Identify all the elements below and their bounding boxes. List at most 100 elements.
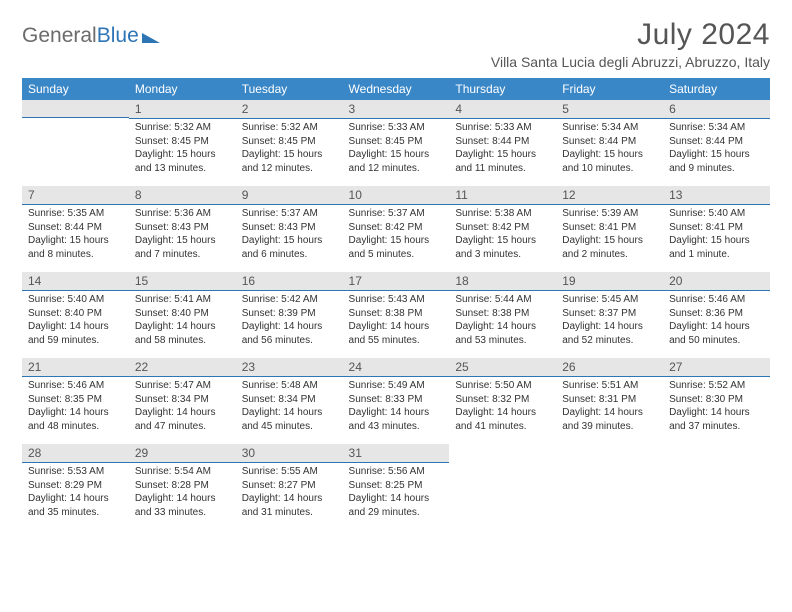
sunset-text: Sunset: 8:36 PM: [669, 307, 764, 321]
day-details: Sunrise: 5:41 AMSunset: 8:40 PMDaylight:…: [129, 291, 236, 351]
daylight-text: Daylight: 15 hours and 7 minutes.: [135, 234, 230, 261]
daylight-text: Daylight: 15 hours and 12 minutes.: [242, 148, 337, 175]
daylight-text: Daylight: 15 hours and 10 minutes.: [562, 148, 657, 175]
calendar-cell: 28Sunrise: 5:53 AMSunset: 8:29 PMDayligh…: [22, 444, 129, 530]
sunrise-text: Sunrise: 5:32 AM: [135, 121, 230, 135]
sunset-text: Sunset: 8:30 PM: [669, 393, 764, 407]
sunset-text: Sunset: 8:44 PM: [669, 135, 764, 149]
logo-triangle-icon: [142, 33, 160, 43]
day-details: Sunrise: 5:34 AMSunset: 8:44 PMDaylight:…: [663, 119, 770, 179]
daylight-text: Daylight: 14 hours and 37 minutes.: [669, 406, 764, 433]
sunset-text: Sunset: 8:44 PM: [562, 135, 657, 149]
sunrise-text: Sunrise: 5:36 AM: [135, 207, 230, 221]
sunset-text: Sunset: 8:41 PM: [562, 221, 657, 235]
weekday-header: Wednesday: [343, 78, 450, 100]
sunset-text: Sunset: 8:28 PM: [135, 479, 230, 493]
sunrise-text: Sunrise: 5:48 AM: [242, 379, 337, 393]
day-details: Sunrise: 5:34 AMSunset: 8:44 PMDaylight:…: [556, 119, 663, 179]
sunrise-text: Sunrise: 5:51 AM: [562, 379, 657, 393]
sunset-text: Sunset: 8:44 PM: [455, 135, 550, 149]
daylight-text: Daylight: 14 hours and 47 minutes.: [135, 406, 230, 433]
calendar-cell: 24Sunrise: 5:49 AMSunset: 8:33 PMDayligh…: [343, 358, 450, 444]
sunset-text: Sunset: 8:40 PM: [28, 307, 123, 321]
day-details: Sunrise: 5:37 AMSunset: 8:42 PMDaylight:…: [343, 205, 450, 265]
daylight-text: Daylight: 14 hours and 58 minutes.: [135, 320, 230, 347]
sunrise-text: Sunrise: 5:38 AM: [455, 207, 550, 221]
day-details: Sunrise: 5:39 AMSunset: 8:41 PMDaylight:…: [556, 205, 663, 265]
calendar-cell: 23Sunrise: 5:48 AMSunset: 8:34 PMDayligh…: [236, 358, 343, 444]
sunset-text: Sunset: 8:27 PM: [242, 479, 337, 493]
day-details: Sunrise: 5:33 AMSunset: 8:44 PMDaylight:…: [449, 119, 556, 179]
calendar-cell: [449, 444, 556, 530]
month-title: July 2024: [491, 18, 770, 52]
sunrise-text: Sunrise: 5:42 AM: [242, 293, 337, 307]
day-details: Sunrise: 5:46 AMSunset: 8:36 PMDaylight:…: [663, 291, 770, 351]
calendar-cell: 13Sunrise: 5:40 AMSunset: 8:41 PMDayligh…: [663, 186, 770, 272]
day-number: 28: [22, 444, 129, 463]
sunset-text: Sunset: 8:34 PM: [242, 393, 337, 407]
day-details: Sunrise: 5:47 AMSunset: 8:34 PMDaylight:…: [129, 377, 236, 437]
day-details: Sunrise: 5:40 AMSunset: 8:40 PMDaylight:…: [22, 291, 129, 351]
calendar-table: Sunday Monday Tuesday Wednesday Thursday…: [22, 78, 770, 530]
sunrise-text: Sunrise: 5:52 AM: [669, 379, 764, 393]
day-details: Sunrise: 5:55 AMSunset: 8:27 PMDaylight:…: [236, 463, 343, 523]
daylight-text: Daylight: 14 hours and 45 minutes.: [242, 406, 337, 433]
day-number: 4: [449, 100, 556, 119]
calendar-cell: 4Sunrise: 5:33 AMSunset: 8:44 PMDaylight…: [449, 100, 556, 186]
daylight-text: Daylight: 15 hours and 13 minutes.: [135, 148, 230, 175]
day-details: Sunrise: 5:35 AMSunset: 8:44 PMDaylight:…: [22, 205, 129, 265]
daylight-text: Daylight: 14 hours and 56 minutes.: [242, 320, 337, 347]
logo-word2: Blue: [97, 24, 139, 47]
day-number: 20: [663, 272, 770, 291]
sunrise-text: Sunrise: 5:32 AM: [242, 121, 337, 135]
daylight-text: Daylight: 15 hours and 5 minutes.: [349, 234, 444, 261]
daylight-text: Daylight: 15 hours and 9 minutes.: [669, 148, 764, 175]
daylight-text: Daylight: 15 hours and 12 minutes.: [349, 148, 444, 175]
daylight-text: Daylight: 15 hours and 1 minute.: [669, 234, 764, 261]
sunrise-text: Sunrise: 5:45 AM: [562, 293, 657, 307]
day-details: Sunrise: 5:51 AMSunset: 8:31 PMDaylight:…: [556, 377, 663, 437]
title-block: July 2024 Villa Santa Lucia degli Abruzz…: [491, 18, 770, 70]
sunset-text: Sunset: 8:40 PM: [135, 307, 230, 321]
day-number: 19: [556, 272, 663, 291]
daylight-text: Daylight: 15 hours and 8 minutes.: [28, 234, 123, 261]
location-subtitle: Villa Santa Lucia degli Abruzzi, Abruzzo…: [491, 54, 770, 70]
calendar-cell: 21Sunrise: 5:46 AMSunset: 8:35 PMDayligh…: [22, 358, 129, 444]
calendar-week-row: 14Sunrise: 5:40 AMSunset: 8:40 PMDayligh…: [22, 272, 770, 358]
sunrise-text: Sunrise: 5:33 AM: [349, 121, 444, 135]
page-header: GeneralBlue July 2024 Villa Santa Lucia …: [22, 18, 770, 70]
sunrise-text: Sunrise: 5:49 AM: [349, 379, 444, 393]
sunset-text: Sunset: 8:38 PM: [455, 307, 550, 321]
sunrise-text: Sunrise: 5:46 AM: [669, 293, 764, 307]
sunset-text: Sunset: 8:29 PM: [28, 479, 123, 493]
daylight-text: Daylight: 14 hours and 35 minutes.: [28, 492, 123, 519]
day-number: 5: [556, 100, 663, 119]
calendar-cell: 7Sunrise: 5:35 AMSunset: 8:44 PMDaylight…: [22, 186, 129, 272]
calendar-cell: 29Sunrise: 5:54 AMSunset: 8:28 PMDayligh…: [129, 444, 236, 530]
calendar-cell: 8Sunrise: 5:36 AMSunset: 8:43 PMDaylight…: [129, 186, 236, 272]
sunrise-text: Sunrise: 5:34 AM: [669, 121, 764, 135]
sunrise-text: Sunrise: 5:41 AM: [135, 293, 230, 307]
day-details: Sunrise: 5:32 AMSunset: 8:45 PMDaylight:…: [129, 119, 236, 179]
sunset-text: Sunset: 8:45 PM: [242, 135, 337, 149]
weekday-header-row: Sunday Monday Tuesday Wednesday Thursday…: [22, 78, 770, 100]
day-number: 17: [343, 272, 450, 291]
weekday-header: Tuesday: [236, 78, 343, 100]
day-number: 30: [236, 444, 343, 463]
weekday-header: Saturday: [663, 78, 770, 100]
day-number: 24: [343, 358, 450, 377]
calendar-week-row: 1Sunrise: 5:32 AMSunset: 8:45 PMDaylight…: [22, 100, 770, 186]
day-number: 11: [449, 186, 556, 205]
calendar-cell: 6Sunrise: 5:34 AMSunset: 8:44 PMDaylight…: [663, 100, 770, 186]
day-details: Sunrise: 5:53 AMSunset: 8:29 PMDaylight:…: [22, 463, 129, 523]
calendar-cell: 22Sunrise: 5:47 AMSunset: 8:34 PMDayligh…: [129, 358, 236, 444]
sunrise-text: Sunrise: 5:37 AM: [242, 207, 337, 221]
calendar-cell: 30Sunrise: 5:55 AMSunset: 8:27 PMDayligh…: [236, 444, 343, 530]
weekday-header: Sunday: [22, 78, 129, 100]
daylight-text: Daylight: 14 hours and 48 minutes.: [28, 406, 123, 433]
day-number: 1: [129, 100, 236, 119]
calendar-cell: 9Sunrise: 5:37 AMSunset: 8:43 PMDaylight…: [236, 186, 343, 272]
sunrise-text: Sunrise: 5:50 AM: [455, 379, 550, 393]
sunrise-text: Sunrise: 5:35 AM: [28, 207, 123, 221]
sunset-text: Sunset: 8:43 PM: [135, 221, 230, 235]
